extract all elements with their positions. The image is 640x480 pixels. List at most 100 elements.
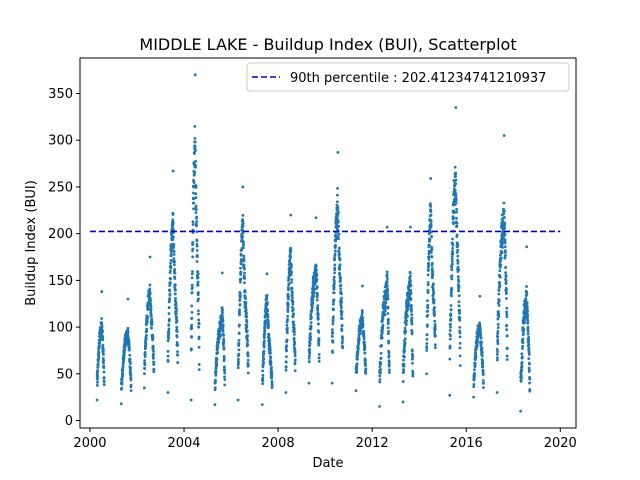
data-point <box>454 106 458 109</box>
data-point <box>292 323 296 327</box>
data-point <box>194 192 198 196</box>
data-point <box>215 361 219 365</box>
data-point <box>521 344 525 348</box>
data-point <box>286 326 289 330</box>
data-point <box>364 370 368 374</box>
data-point <box>169 277 172 281</box>
data-point <box>496 323 500 326</box>
data-point <box>261 376 265 380</box>
data-point <box>430 262 434 265</box>
x-axis-label: Date <box>312 456 343 471</box>
data-point <box>473 371 476 375</box>
data-point <box>172 263 176 267</box>
data-point <box>334 239 337 243</box>
y-tick-label: 50 <box>56 367 73 382</box>
data-point <box>197 325 201 329</box>
data-point <box>383 313 387 317</box>
data-point <box>387 368 391 372</box>
data-point <box>102 352 105 356</box>
data-point <box>409 307 413 311</box>
data-point <box>172 250 176 253</box>
data-point <box>289 249 293 253</box>
data-point <box>481 361 485 365</box>
data-point <box>380 344 383 348</box>
data-point <box>450 294 453 298</box>
data-point <box>267 323 270 327</box>
data-point <box>263 325 267 328</box>
data-point <box>332 291 336 295</box>
data-point <box>450 277 454 281</box>
data-point <box>143 355 147 359</box>
data-point <box>403 343 407 347</box>
data-point <box>386 326 390 330</box>
data-point <box>152 367 156 371</box>
data-point <box>526 313 530 317</box>
data-point <box>194 211 198 215</box>
data-point <box>192 207 195 211</box>
data-point <box>238 292 242 295</box>
data-point <box>449 334 452 338</box>
data-point <box>95 383 99 387</box>
data-point <box>496 358 499 362</box>
data-point <box>237 348 241 352</box>
data-point <box>409 284 413 287</box>
data-point <box>425 333 429 337</box>
data-point <box>449 325 452 329</box>
data-point <box>129 378 133 382</box>
data-point <box>147 307 150 311</box>
data-point <box>170 254 173 258</box>
data-point <box>338 268 342 271</box>
data-point <box>451 237 454 241</box>
data-point <box>498 284 502 288</box>
data-point <box>336 211 340 215</box>
data-point <box>196 283 200 287</box>
data-point <box>379 351 383 355</box>
data-point <box>426 313 429 317</box>
data-point <box>242 254 246 258</box>
data-point <box>355 362 359 366</box>
data-point <box>193 73 197 77</box>
data-point <box>379 367 382 371</box>
data-point <box>410 313 414 316</box>
data-point <box>315 277 319 281</box>
data-point <box>409 274 412 278</box>
data-point <box>526 325 530 329</box>
data-point <box>315 298 319 302</box>
data-point <box>449 308 453 311</box>
data-point <box>194 196 198 199</box>
data-point <box>316 313 320 317</box>
data-point <box>221 308 225 312</box>
data-point <box>330 335 334 338</box>
data-point <box>167 332 171 335</box>
data-point <box>379 356 383 360</box>
data-point <box>502 212 506 216</box>
data-point <box>267 333 271 337</box>
data-point <box>236 366 240 370</box>
data-point <box>403 337 407 341</box>
data-point <box>315 285 319 289</box>
data-point <box>96 369 100 373</box>
data-point <box>293 362 297 366</box>
data-point <box>408 271 412 275</box>
data-point <box>309 315 313 319</box>
data-point <box>458 364 462 367</box>
data-point <box>425 349 429 352</box>
data-point <box>268 339 272 342</box>
data-point <box>337 250 341 254</box>
data-point <box>449 304 453 307</box>
y-tick-label: 350 <box>48 87 73 102</box>
data-point <box>127 342 131 346</box>
data-point <box>246 371 250 375</box>
data-point <box>219 333 222 337</box>
data-point <box>175 316 179 319</box>
data-point <box>293 369 297 373</box>
data-point <box>143 372 146 376</box>
data-point <box>288 253 292 257</box>
data-point <box>127 339 131 343</box>
data-point <box>457 284 461 288</box>
data-point <box>173 277 177 280</box>
data-point <box>402 363 406 367</box>
data-point <box>287 287 290 291</box>
data-point <box>426 303 430 307</box>
data-point <box>482 386 485 389</box>
